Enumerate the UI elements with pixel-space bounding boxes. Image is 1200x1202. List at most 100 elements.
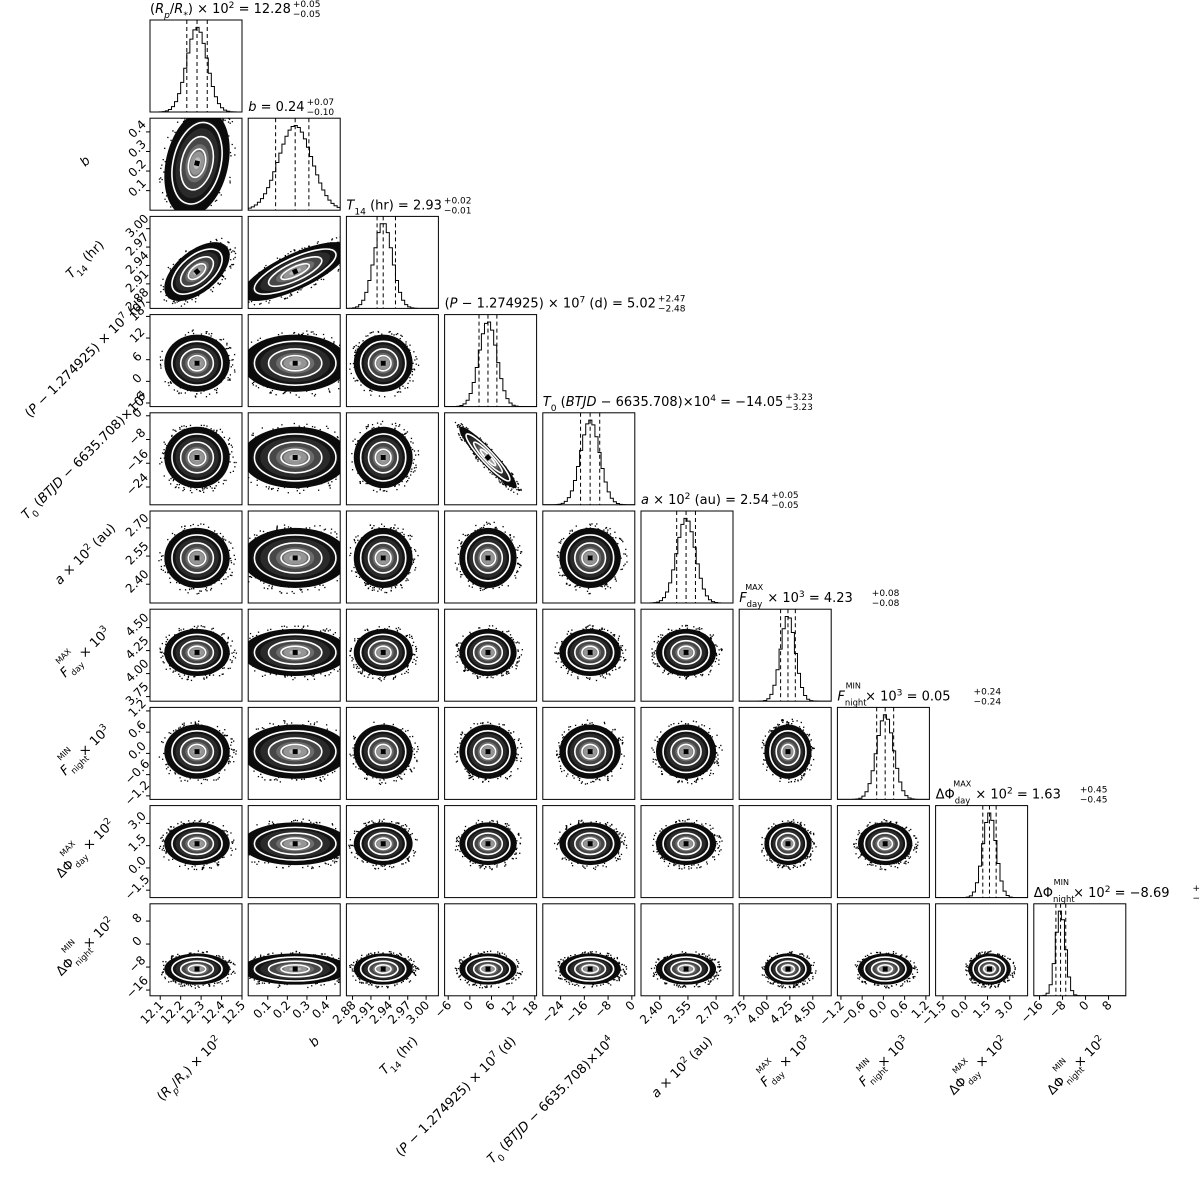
contour-line: [581, 964, 600, 974]
contour-line: [267, 348, 323, 379]
contour-line: [775, 832, 801, 856]
y-tick-label: 12: [127, 325, 148, 346]
param-title-a: a × 102 (au) = 2.54: [641, 492, 769, 508]
density-t14-vs-rp: 2.882.912.942.973.00: [123, 211, 243, 314]
density-dday-vs-t0: [542, 805, 636, 899]
y-tick-label: −16: [123, 447, 151, 475]
x-tick-label: 0.0: [948, 998, 971, 1021]
histogram-steps: [837, 714, 930, 800]
density-dday-vs-p: [444, 805, 538, 899]
x-tick-label: 0.6: [887, 998, 910, 1021]
density-fill: [248, 242, 341, 302]
contour-line: [374, 743, 392, 760]
title-err-plus: +0.05: [293, 0, 321, 10]
contour-line: [179, 960, 215, 978]
contour-line: [775, 960, 801, 978]
y-tick-label: 0.4: [125, 117, 148, 140]
contour-line: [677, 837, 695, 851]
contour-line: [472, 960, 504, 978]
contour-line: [187, 645, 207, 660]
density-dnight-vs-fnight: −1.2−0.60.00.61.2: [817, 903, 932, 1029]
x-tick-label: 12: [499, 998, 520, 1019]
contour-line: [253, 340, 337, 386]
y-tick-label: 0: [130, 934, 145, 949]
y-tick-label: 4.00: [123, 656, 152, 685]
param-title-t0: T0 (BTJD − 6635.708)×104 = −14.05: [543, 394, 783, 414]
density-fill: [164, 334, 230, 392]
density-dnight-vs-rp: 12.112.212.312.412.5−16−808: [123, 903, 248, 1027]
contour-line: [479, 549, 497, 567]
contour-line: [253, 956, 337, 982]
contour-line: [479, 964, 497, 974]
y-tick-label: 0.2: [125, 157, 148, 180]
density-fill: [764, 953, 812, 985]
x-axis-label-fday: FdayMAX × 103: [751, 1027, 817, 1093]
title-err-minus: −0.45: [1080, 796, 1108, 806]
contour-line: [573, 737, 607, 767]
y-axis-label-fday: FdayMAX × 103: [50, 617, 116, 683]
x-tick-label: 12.5: [219, 998, 248, 1027]
density-fill: [459, 527, 517, 588]
x-tick-label: 4.00: [744, 998, 773, 1027]
density-peak: [587, 841, 593, 847]
density-fill: [559, 628, 621, 676]
contour-line: [179, 135, 215, 191]
histogram-dnight: ΔΦnightMIN × 102 = −8.69 +1.80−1.62 −16−8 0…: [1018, 878, 1200, 1026]
contour-line: [769, 730, 807, 774]
x-tick-label: 1.5: [970, 998, 993, 1021]
density-peak: [292, 649, 298, 655]
contour-line: [179, 639, 215, 666]
contour-line: [775, 737, 801, 767]
density-dnight-vs-t0: −24−16 −8 0: [539, 903, 638, 1026]
density-fill: [353, 426, 413, 489]
density-fill: [164, 628, 230, 676]
contour-line: [179, 542, 215, 574]
param-title-b: b = 0.24: [248, 100, 304, 115]
density-t0-vs-b: [247, 412, 341, 506]
density-fill: [164, 527, 230, 588]
density-fill: [353, 953, 413, 985]
density-fnight-vs-t0: [542, 706, 636, 800]
param-title-fnight: FnightMIN × 103 = 0.05: [837, 681, 950, 707]
density-fill: [248, 953, 341, 985]
y-axis-label-dnight: ΔΦnightMIN × 102: [46, 908, 119, 981]
y-tick-label: 0.0: [125, 853, 148, 876]
contour-line: [472, 737, 504, 767]
density-peak: [485, 841, 491, 847]
x-tick-label: −24: [539, 998, 567, 1026]
x-tick-label: −16: [563, 998, 591, 1026]
contour-line: [465, 534, 511, 582]
density-peak: [485, 966, 491, 972]
density-fill: [656, 724, 717, 779]
density-peak: [194, 360, 200, 366]
param-title-t14: T14 (hr) = 2.93: [346, 198, 442, 217]
title-err-plus: +0.24: [974, 687, 1002, 697]
density-peak: [194, 649, 200, 655]
y-tick-label: 1.5: [125, 831, 148, 854]
x-tick-label: 0.4: [309, 998, 332, 1021]
param-title-rp: (Rp/R*) × 102 = 12.28: [150, 1, 291, 21]
contour-line: [573, 960, 607, 978]
contour-line: [359, 730, 407, 774]
contour-line: [267, 737, 323, 767]
density-peak: [683, 841, 689, 847]
density-peak: [683, 749, 689, 755]
contour-line: [662, 826, 710, 861]
contour-line: [565, 730, 615, 774]
density-fday-vs-a: [640, 608, 734, 702]
contour-line: [877, 964, 894, 974]
density-t0-vs-rp: −24−16−80: [123, 405, 243, 506]
contour-line: [581, 645, 600, 660]
contour-line: [179, 441, 215, 474]
contour-line: [359, 534, 407, 582]
x-tick-label: 2.55: [665, 998, 694, 1027]
density-fill: [559, 822, 621, 866]
density-fill: [857, 953, 913, 985]
density-fill: [656, 953, 717, 985]
density-dday-vs-a: [640, 805, 734, 899]
density-fill: [164, 822, 230, 866]
density-fill: [459, 628, 517, 676]
density-fill: [248, 334, 341, 392]
histogram-steps: [444, 321, 537, 407]
contour-line: [253, 633, 337, 672]
